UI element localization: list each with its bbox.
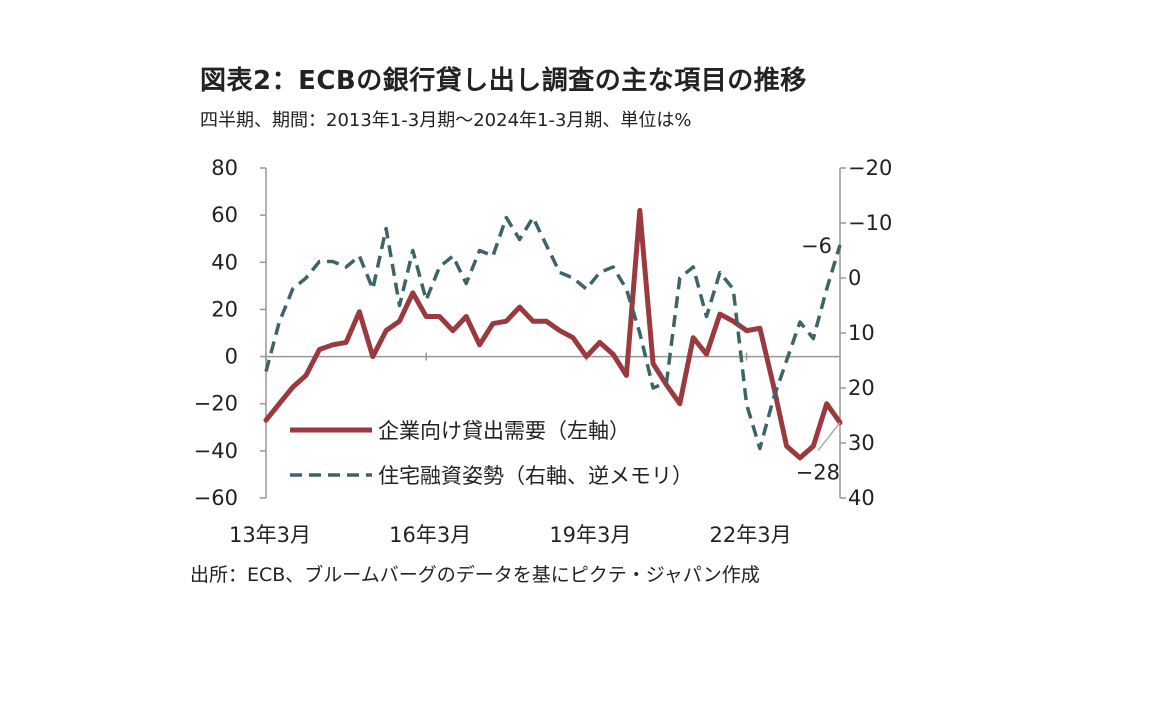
series-line-loan-demand [263, 207, 843, 461]
source-note: 出所：ECB、ブルームバーグのデータを基にピクテ・ジャパン作成 [190, 564, 760, 586]
chart-subtitle: 四半期、期間：2013年1-3月期～2024年1-3月期、単位は% [200, 110, 692, 131]
right-tick-label: −20 [848, 156, 892, 180]
annotation-leader-line [817, 422, 841, 452]
left-tick-label: 60 [211, 203, 238, 227]
left-tick-label: 40 [211, 250, 238, 274]
left-tick-label: −60 [194, 486, 238, 510]
left-tick-label: 20 [211, 297, 238, 321]
x-tick-label: 19年3月 [549, 523, 631, 547]
annotation-layer: −6 −28 [796, 234, 841, 485]
series-line-housing-credit [264, 215, 842, 451]
left-tick-label: 80 [211, 156, 238, 180]
chart-axes: 80 60 40 20 0 −20 −40 −60 −20 −10 0 10 20 30 40 13年3月 16… [194, 156, 893, 547]
right-tick-label: 40 [848, 486, 875, 510]
legend: 企業向け貸出需要（左軸） 住宅融資姿勢（右軸、逆メモリ） [290, 419, 693, 488]
right-tick-label: −10 [848, 211, 892, 235]
chart-title: 図表2：ECBの銀行貸し出し調査の主な項目の推移 [200, 66, 807, 96]
legend-label-loan-demand: 企業向け貸出需要（左軸） [378, 419, 630, 443]
annotation-loan-demand-latest: −28 [796, 461, 840, 485]
right-tick-label: 20 [848, 376, 875, 400]
legend-label-housing-credit: 住宅融資姿勢（右軸、逆メモリ） [378, 464, 693, 488]
left-tick-label: −20 [194, 392, 238, 416]
x-tick-label: 13年3月 [229, 523, 311, 547]
right-tick-label: 10 [848, 321, 875, 345]
right-tick-label: 30 [848, 431, 875, 455]
series-layer [263, 207, 843, 461]
left-tick-label: −40 [194, 439, 238, 463]
x-tick-label: 16年3月 [389, 523, 471, 547]
annotation-housing-credit-latest: −6 [801, 234, 832, 258]
left-tick-label: 0 [225, 345, 238, 369]
x-tick-label: 22年3月 [710, 523, 792, 547]
right-tick-label: 0 [848, 266, 861, 290]
